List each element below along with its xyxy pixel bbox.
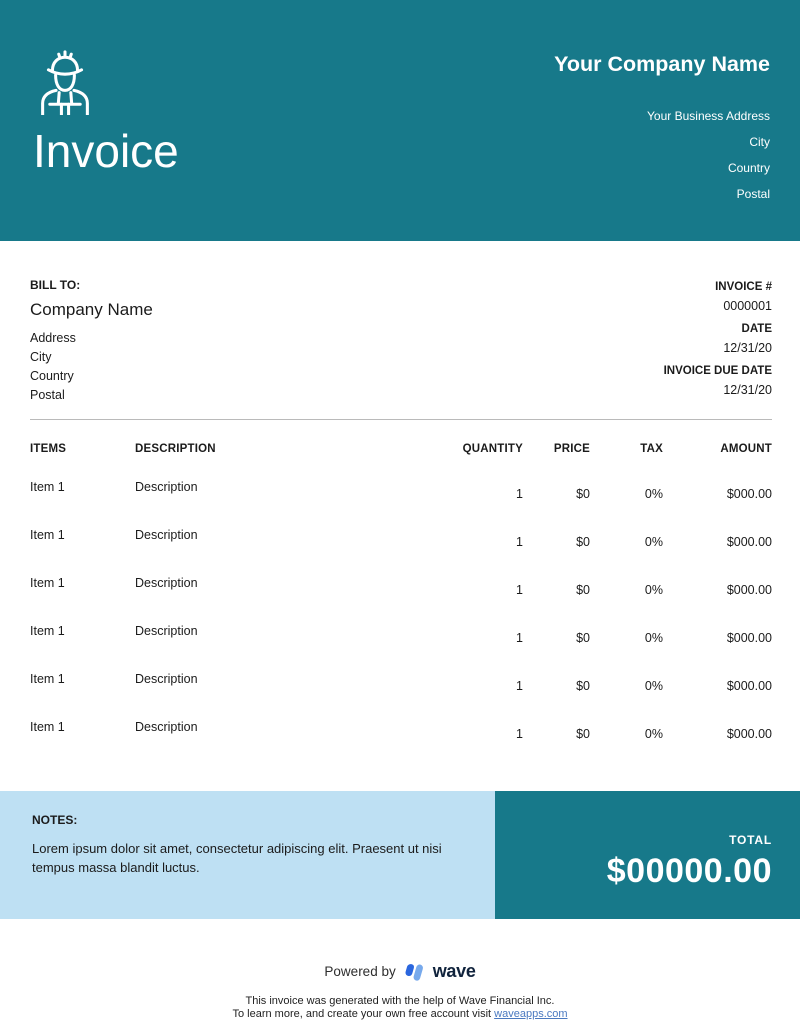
footer-generated-line: This invoice was generated with the help… xyxy=(245,995,555,1007)
cell-amount: $000.00 xyxy=(726,487,772,501)
notes-total-section: NOTES: Lorem ipsum dolor sit amet, conse… xyxy=(0,791,800,919)
cell-description: Description xyxy=(135,576,198,590)
company-city-line: City xyxy=(749,135,770,149)
wave-wordmark: wave xyxy=(432,961,476,981)
company-address-line: Your Business Address xyxy=(647,109,770,123)
cell-amount: $000.00 xyxy=(726,583,772,597)
table-row: Item 1 Description 1 $0 0% $000.00 xyxy=(30,528,772,576)
invoice-title: Invoice xyxy=(33,125,179,177)
cell-quantity: 1 xyxy=(516,487,523,501)
powered-by-text: Powered by xyxy=(324,964,396,979)
powered-by-row: Powered by wave xyxy=(0,961,800,982)
invoice-due-date-row: INVOICE DUE DATE 12/31/20 xyxy=(664,362,772,400)
invoice-due-date-value: 12/31/20 xyxy=(723,383,772,397)
cell-tax: 0% xyxy=(644,583,663,597)
invoice-number-value: 0000001 xyxy=(723,299,772,313)
company-name: Your Company Name xyxy=(554,52,770,76)
cell-item: Item 1 xyxy=(30,576,65,590)
table-row: Item 1 Description 1 $0 0% $000.00 xyxy=(30,672,772,720)
cell-quantity: 1 xyxy=(516,727,523,741)
bill-to-company: Company Name xyxy=(30,300,153,319)
footer-learn-more-line: To learn more, and create your own free … xyxy=(0,1008,800,1021)
invoice-date-row: DATE 12/31/20 xyxy=(664,320,772,358)
cell-description: Description xyxy=(135,720,198,734)
cell-price: $0 xyxy=(576,679,590,693)
cell-description: Description xyxy=(135,528,198,542)
cell-price: $0 xyxy=(576,487,590,501)
cell-tax: 0% xyxy=(644,679,663,693)
cell-quantity: 1 xyxy=(516,631,523,645)
cell-amount: $000.00 xyxy=(726,631,772,645)
cell-quantity: 1 xyxy=(516,583,523,597)
invoice-due-date-label: INVOICE DUE DATE xyxy=(663,365,772,377)
notes-text: Lorem ipsum dolor sit amet, consectetur … xyxy=(32,841,442,875)
invoice-number-row: INVOICE # 0000001 xyxy=(664,278,772,316)
bill-to-address: Address xyxy=(30,331,76,345)
construction-worker-icon xyxy=(41,50,89,115)
cell-price: $0 xyxy=(576,535,590,549)
col-header-items: ITEMS xyxy=(30,443,67,455)
bill-to-block: BILL TO: Company Name Address City Count… xyxy=(30,278,153,405)
items-table: ITEMS DESCRIPTION QUANTITY PRICE TAX AMO… xyxy=(0,442,800,768)
total-amount: $00000.00 xyxy=(606,852,772,890)
cell-price: $0 xyxy=(576,727,590,741)
invoice-number-label: INVOICE # xyxy=(715,281,772,293)
cell-tax: 0% xyxy=(644,727,663,741)
notes-label: NOTES: xyxy=(32,813,78,827)
company-country-line: Country xyxy=(727,161,770,175)
cell-tax: 0% xyxy=(644,487,663,501)
cell-item: Item 1 xyxy=(30,720,65,734)
cell-description: Description xyxy=(135,624,198,638)
cell-item: Item 1 xyxy=(30,528,65,542)
col-header-description: DESCRIPTION xyxy=(135,443,216,455)
cell-item: Item 1 xyxy=(30,624,65,638)
bill-to-postal: Postal xyxy=(30,388,65,402)
section-divider xyxy=(30,419,772,420)
footer-learn-more-text: To learn more, and create your own free … xyxy=(232,1008,495,1020)
cell-amount: $000.00 xyxy=(726,727,772,741)
bill-to-label: BILL TO: xyxy=(30,278,81,292)
cell-tax: 0% xyxy=(644,535,663,549)
total-label: TOTAL xyxy=(729,833,772,847)
company-info-block: Your Company Name Your Business Address … xyxy=(554,52,770,207)
table-row: Item 1 Description 1 $0 0% $000.00 xyxy=(30,576,772,624)
col-header-quantity: QUANTITY xyxy=(462,443,523,455)
cell-amount: $000.00 xyxy=(726,535,772,549)
col-header-price: PRICE xyxy=(553,443,590,455)
col-header-tax: TAX xyxy=(640,443,663,455)
cell-description: Description xyxy=(135,480,198,494)
cell-item: Item 1 xyxy=(30,672,65,686)
bill-to-country: Country xyxy=(30,369,74,383)
cell-amount: $000.00 xyxy=(726,679,772,693)
col-header-amount: AMOUNT xyxy=(720,443,772,455)
invoice-header: Invoice Your Company Name Your Business … xyxy=(0,0,800,241)
billing-section: BILL TO: Company Name Address City Count… xyxy=(0,241,800,405)
table-row: Item 1 Description 1 $0 0% $000.00 xyxy=(30,720,772,768)
company-postal-line: Postal xyxy=(736,187,770,201)
invoice-date-value: 12/31/20 xyxy=(723,341,772,355)
cell-price: $0 xyxy=(576,583,590,597)
items-table-body: Item 1 Description 1 $0 0% $000.00 Item … xyxy=(30,456,772,768)
table-row: Item 1 Description 1 $0 0% $000.00 xyxy=(30,480,772,528)
total-block: TOTAL $00000.00 xyxy=(495,791,800,919)
wave-logo-icon xyxy=(405,964,423,981)
cell-quantity: 1 xyxy=(516,535,523,549)
cell-description: Description xyxy=(135,672,198,686)
cell-price: $0 xyxy=(576,631,590,645)
notes-block: NOTES: Lorem ipsum dolor sit amet, conse… xyxy=(0,791,495,919)
cell-quantity: 1 xyxy=(516,679,523,693)
table-row: Item 1 Description 1 $0 0% $000.00 xyxy=(30,624,772,672)
cell-item: Item 1 xyxy=(30,480,65,494)
bill-to-city: City xyxy=(30,350,52,364)
invoice-meta-block: INVOICE # 0000001 DATE 12/31/20 INVOICE … xyxy=(664,278,772,405)
invoice-date-label: DATE xyxy=(741,323,772,335)
items-table-header: ITEMS DESCRIPTION QUANTITY PRICE TAX AMO… xyxy=(30,442,772,456)
page-footer: Powered by wave This invoice was generat… xyxy=(0,961,800,1021)
waveapps-link[interactable]: waveapps.com xyxy=(494,1008,568,1020)
cell-tax: 0% xyxy=(644,631,663,645)
